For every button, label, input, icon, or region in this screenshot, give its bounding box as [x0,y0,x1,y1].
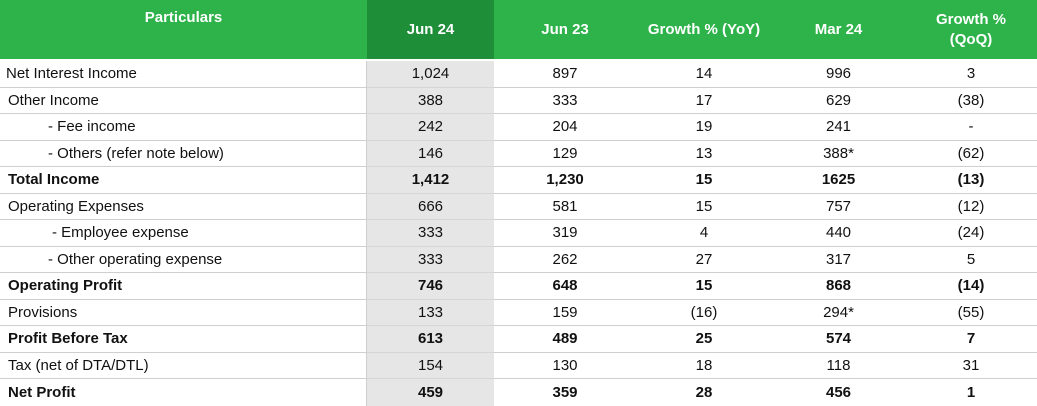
row-label: Provisions [0,299,367,326]
cell-jun23: 897 [494,61,636,88]
cell-mar24: 629 [772,87,905,114]
cell-growth-qoq: (13) [905,167,1037,194]
cell-growth-yoy: 15 [636,193,772,220]
cell-jun24: 146 [367,140,494,167]
row-label: Total Income [0,167,367,194]
cell-jun23: 333 [494,87,636,114]
cell-mar24: 574 [772,326,905,353]
cell-growth-yoy: 13 [636,140,772,167]
cell-growth-qoq: (38) [905,87,1037,114]
cell-jun24: 1,412 [367,167,494,194]
cell-growth-qoq: 7 [905,326,1037,353]
row-label: - Fee income [0,114,367,141]
cell-jun24: 613 [367,326,494,353]
cell-jun23: 581 [494,193,636,220]
header-growth-yoy: Growth % (YoY) [636,0,772,59]
cell-mar24: 388* [772,140,905,167]
cell-growth-qoq: 3 [905,61,1037,88]
cell-growth-yoy: 28 [636,379,772,406]
cell-mar24: 996 [772,61,905,88]
cell-jun23: 159 [494,299,636,326]
cell-growth-qoq: - [905,114,1037,141]
cell-growth-yoy: 27 [636,246,772,273]
cell-jun24: 388 [367,87,494,114]
cell-mar24: 118 [772,352,905,379]
cell-jun24: 154 [367,352,494,379]
cell-jun24: 666 [367,193,494,220]
row-label: Net Interest Income [0,61,367,88]
cell-jun23: 1,230 [494,167,636,194]
cell-mar24: 317 [772,246,905,273]
header-jun24: Jun 24 [367,0,494,59]
row-label: Profit Before Tax [0,326,367,353]
cell-jun23: 262 [494,246,636,273]
cell-growth-yoy: 15 [636,167,772,194]
cell-growth-yoy: 17 [636,87,772,114]
header-jun23: Jun 23 [494,0,636,59]
cell-growth-qoq: 5 [905,246,1037,273]
cell-growth-qoq: (24) [905,220,1037,247]
cell-growth-yoy: 25 [636,326,772,353]
cell-growth-qoq: 1 [905,379,1037,406]
header-mar24: Mar 24 [772,0,905,59]
row-label: Net Profit [0,379,367,406]
row-label: - Others (refer note below) [0,140,367,167]
cell-jun23: 129 [494,140,636,167]
cell-jun23: 489 [494,326,636,353]
cell-mar24: 294* [772,299,905,326]
cell-mar24: 868 [772,273,905,300]
header-growth-qoq: Growth % (QoQ) [905,0,1037,59]
row-label: Tax (net of DTA/DTL) [0,352,367,379]
row-label: Operating Expenses [0,193,367,220]
cell-jun23: 204 [494,114,636,141]
row-label: - Employee expense [0,220,367,247]
cell-jun24: 242 [367,114,494,141]
cell-growth-qoq: (55) [905,299,1037,326]
cell-mar24: 456 [772,379,905,406]
row-label: Other Income [0,87,367,114]
cell-jun24: 1,024 [367,61,494,88]
cell-growth-yoy: 14 [636,61,772,88]
cell-jun24: 133 [367,299,494,326]
cell-growth-yoy: 15 [636,273,772,300]
cell-jun24: 333 [367,246,494,273]
cell-mar24: 440 [772,220,905,247]
cell-jun23: 319 [494,220,636,247]
cell-mar24: 1625 [772,167,905,194]
cell-growth-qoq: (12) [905,193,1037,220]
row-label: - Other operating expense [0,246,367,273]
cell-growth-yoy: 19 [636,114,772,141]
cell-growth-qoq: (62) [905,140,1037,167]
cell-growth-yoy: (16) [636,299,772,326]
cell-mar24: 757 [772,193,905,220]
cell-mar24: 241 [772,114,905,141]
cell-growth-yoy: 4 [636,220,772,247]
cell-growth-qoq: 31 [905,352,1037,379]
cell-jun23: 359 [494,379,636,406]
header-gap [0,59,1037,61]
cell-jun23: 130 [494,352,636,379]
cell-jun24: 333 [367,220,494,247]
cell-jun24: 746 [367,273,494,300]
row-label: Operating Profit [0,273,367,300]
cell-growth-qoq: (14) [905,273,1037,300]
cell-growth-yoy: 18 [636,352,772,379]
cell-jun24: 459 [367,379,494,406]
cell-jun23: 648 [494,273,636,300]
header-particulars: Particulars [0,0,367,59]
